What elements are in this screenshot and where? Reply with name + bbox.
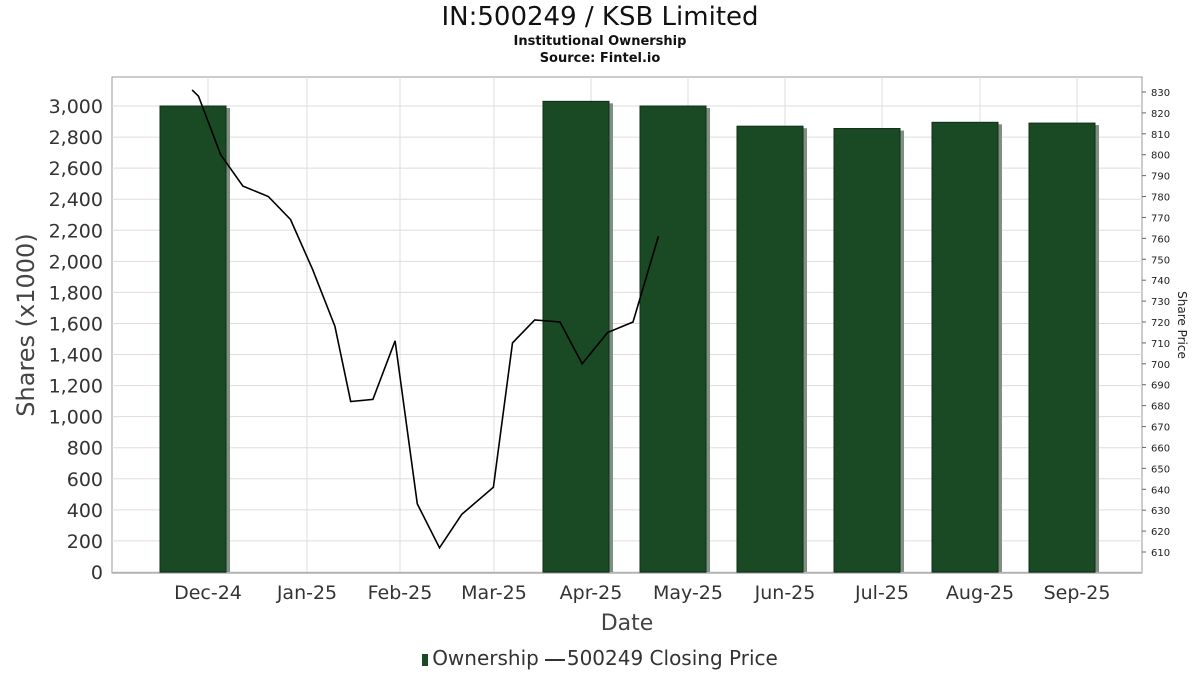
chart-title: IN:500249 / KSB Limited bbox=[441, 2, 759, 32]
y2-tick-label: 820 bbox=[1151, 109, 1170, 120]
x-tick-label: Aug-25 bbox=[946, 582, 1014, 604]
y-tick-label: 2,600 bbox=[49, 158, 103, 180]
x-tick-label: Feb-25 bbox=[368, 582, 433, 604]
y-tick-label: 1,400 bbox=[49, 345, 103, 367]
y2-tick-label: 610 bbox=[1151, 548, 1170, 559]
x-tick-label: Jan-25 bbox=[276, 582, 337, 604]
x-tick-label: Mar-25 bbox=[461, 582, 527, 604]
y-axis-label: Shares (x1000) bbox=[12, 233, 40, 416]
y2-tick-label: 660 bbox=[1151, 443, 1170, 454]
chart-subtitle: Institutional Ownership bbox=[513, 34, 687, 49]
y-tick-label: 2,200 bbox=[49, 220, 103, 242]
y2-tick-label: 700 bbox=[1151, 360, 1170, 371]
y-tick-label: 400 bbox=[67, 500, 103, 522]
y-tick-label: 2,000 bbox=[49, 251, 103, 273]
bar bbox=[931, 121, 999, 573]
x-tick-label: May-25 bbox=[653, 582, 723, 604]
y-tick-label: 800 bbox=[67, 438, 103, 460]
bar bbox=[736, 125, 804, 573]
y2-tick-label: 730 bbox=[1151, 297, 1170, 308]
y2-tick-label: 720 bbox=[1151, 318, 1170, 329]
y2-tick-label: 800 bbox=[1151, 151, 1170, 162]
y-tick-label: 0 bbox=[91, 562, 103, 584]
price-line-group bbox=[191, 89, 660, 550]
bar bbox=[833, 128, 901, 573]
y2-tick-label: 830 bbox=[1151, 88, 1170, 99]
y-tick-label: 1,200 bbox=[49, 376, 103, 398]
bar bbox=[1028, 122, 1096, 573]
y2-tick-label: 630 bbox=[1151, 506, 1170, 517]
y2-tick-label: 790 bbox=[1151, 172, 1170, 183]
bar bbox=[542, 100, 610, 573]
y-tick-label: 2,400 bbox=[49, 189, 103, 211]
y2-tick-label: 680 bbox=[1151, 402, 1170, 413]
y2-tick-label: 710 bbox=[1151, 339, 1170, 350]
legend-price-label: 500249 Closing Price bbox=[566, 646, 778, 670]
y2-tick-label: 780 bbox=[1151, 193, 1170, 204]
y2-tick-label: 740 bbox=[1151, 276, 1170, 287]
y-tick-label: 1,800 bbox=[49, 282, 103, 304]
x-tick-label: Jul-25 bbox=[854, 582, 909, 604]
legend: Ownership 500249 Closing Price bbox=[0, 646, 1200, 670]
y2-tick-label: 690 bbox=[1151, 381, 1170, 392]
y-tick-label: 1,600 bbox=[49, 313, 103, 335]
legend-ownership-label: Ownership bbox=[432, 646, 539, 670]
y-tick-label: 600 bbox=[67, 469, 103, 491]
legend-ownership-swatch bbox=[422, 653, 429, 666]
legend-price-swatch bbox=[544, 658, 565, 661]
y-tick-label: 2,800 bbox=[49, 127, 103, 149]
axes: 0 200 400 600 800 1,000 1,200 1,400 1,600 1,800 2,… bbox=[49, 88, 1171, 604]
y2-tick-label: 810 bbox=[1151, 130, 1170, 141]
y2-tick-label: 670 bbox=[1151, 423, 1170, 434]
x-tick-label: Jun-25 bbox=[754, 582, 816, 604]
x-tick-label: Apr-25 bbox=[560, 582, 623, 604]
y2-tick-label: 770 bbox=[1151, 213, 1170, 224]
y2-tick-label: 620 bbox=[1151, 527, 1170, 538]
y2-tick-label: 650 bbox=[1151, 464, 1170, 475]
y2-tick-label: 760 bbox=[1151, 234, 1170, 245]
y2-tick-label: 750 bbox=[1151, 255, 1170, 266]
y-tick-label: 200 bbox=[67, 531, 103, 553]
x-tick-label: Dec-24 bbox=[174, 582, 242, 604]
chart-source: Source: Fintel.io bbox=[539, 51, 661, 66]
y-tick-label: 3,000 bbox=[49, 96, 103, 118]
x-tick-label: Sep-25 bbox=[1044, 582, 1111, 604]
x-axis-label: Date bbox=[601, 611, 654, 636]
bar bbox=[639, 105, 707, 573]
bar bbox=[159, 105, 227, 573]
y-tick-label: 1,000 bbox=[49, 407, 103, 429]
y2-tick-label: 640 bbox=[1151, 485, 1170, 496]
ownership-bars bbox=[159, 100, 1099, 573]
y2-axis-label: Share Price bbox=[1175, 291, 1189, 359]
price-line bbox=[191, 89, 660, 550]
